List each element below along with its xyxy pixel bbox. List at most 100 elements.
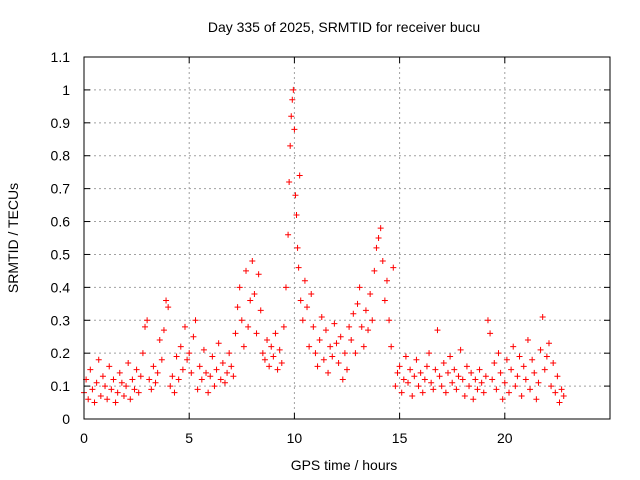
data-point [247,297,254,304]
y-tick-label: 1.1 [51,49,71,65]
data-point [522,376,529,383]
data-point [306,343,313,350]
data-point [333,340,340,347]
data-point [339,376,346,383]
data-point [304,304,311,311]
data-point [325,369,332,376]
data-point [474,386,481,393]
data-point [215,340,222,347]
data-point [257,307,264,314]
data-point [377,225,384,232]
data-point [148,386,155,393]
data-point [291,126,298,133]
data-point [331,320,338,327]
data-point [282,284,289,291]
data-point [120,392,127,399]
x-tick-label: 0 [80,430,88,446]
data-point [503,356,510,363]
data-point [249,258,256,265]
data-point [150,363,157,370]
data-point [97,392,104,399]
data-point [240,343,247,350]
y-tick-label: 0.5 [51,246,71,262]
data-point [274,366,281,373]
data-point [165,304,172,311]
data-point [272,330,279,337]
data-point [230,373,237,380]
data-point [423,363,430,370]
data-point [184,356,191,363]
data-point [253,330,260,337]
data-point [243,267,250,274]
data-point [419,389,426,396]
data-point [539,313,546,320]
data-point [337,333,344,340]
data-point [296,172,303,179]
data-point [407,366,414,373]
x-tick-label: 15 [392,430,408,446]
data-point [310,323,317,330]
data-point [219,360,226,367]
y-tick-label: 0.2 [51,345,71,361]
data-point [417,369,424,376]
data-point [352,350,359,357]
data-point [396,363,403,370]
data-point [112,399,119,406]
data-point [541,366,548,373]
data-point [558,386,565,393]
y-tick-labels: 0 0.1 0.2 0.3 0.4 0.5 0.6 0.7 0.8 0.9 1 1.1 [51,49,71,427]
data-point [421,376,428,383]
data-point [344,366,350,373]
grid-lines [84,57,610,419]
data-point [508,366,515,373]
data-point [543,353,550,360]
data-point [290,86,297,93]
data-point [177,343,184,350]
data-point [478,379,485,386]
data-point [139,350,146,357]
data-point [158,356,165,363]
data-point [322,327,329,334]
data-point [186,350,193,357]
data-point [289,96,296,103]
data-point [545,340,552,347]
data-point [297,297,304,304]
data-point [318,313,325,320]
data-point [276,346,283,353]
data-point [373,244,380,251]
data-point [428,379,435,386]
data-point [287,142,294,149]
data-point [108,386,115,393]
data-point [93,379,100,386]
data-point [360,343,367,350]
data-point [335,360,342,367]
data-point [221,379,228,386]
data-point [226,350,233,357]
chart-title: Day 335 of 2025, SRMTID for receiver buc… [208,19,480,35]
data-point [402,353,409,360]
data-point [449,379,456,386]
data-point [142,323,149,330]
data-point [533,396,540,403]
data-point [459,376,466,383]
data-point [375,235,382,241]
data-point [411,373,418,380]
data-point [327,343,334,350]
data-point [426,350,433,357]
data-point [461,392,468,399]
data-point [556,399,563,406]
data-point [371,267,378,274]
y-tick-label: 0.6 [51,214,71,230]
data-point [518,392,525,399]
data-point [270,353,277,360]
data-point [203,369,210,376]
data-point [308,290,315,297]
data-point [430,386,437,393]
data-point [379,258,386,265]
data-point [388,343,395,350]
data-point [434,327,441,334]
data-point [129,376,136,383]
y-tick-label: 0.8 [51,148,71,164]
data-point [463,363,470,370]
